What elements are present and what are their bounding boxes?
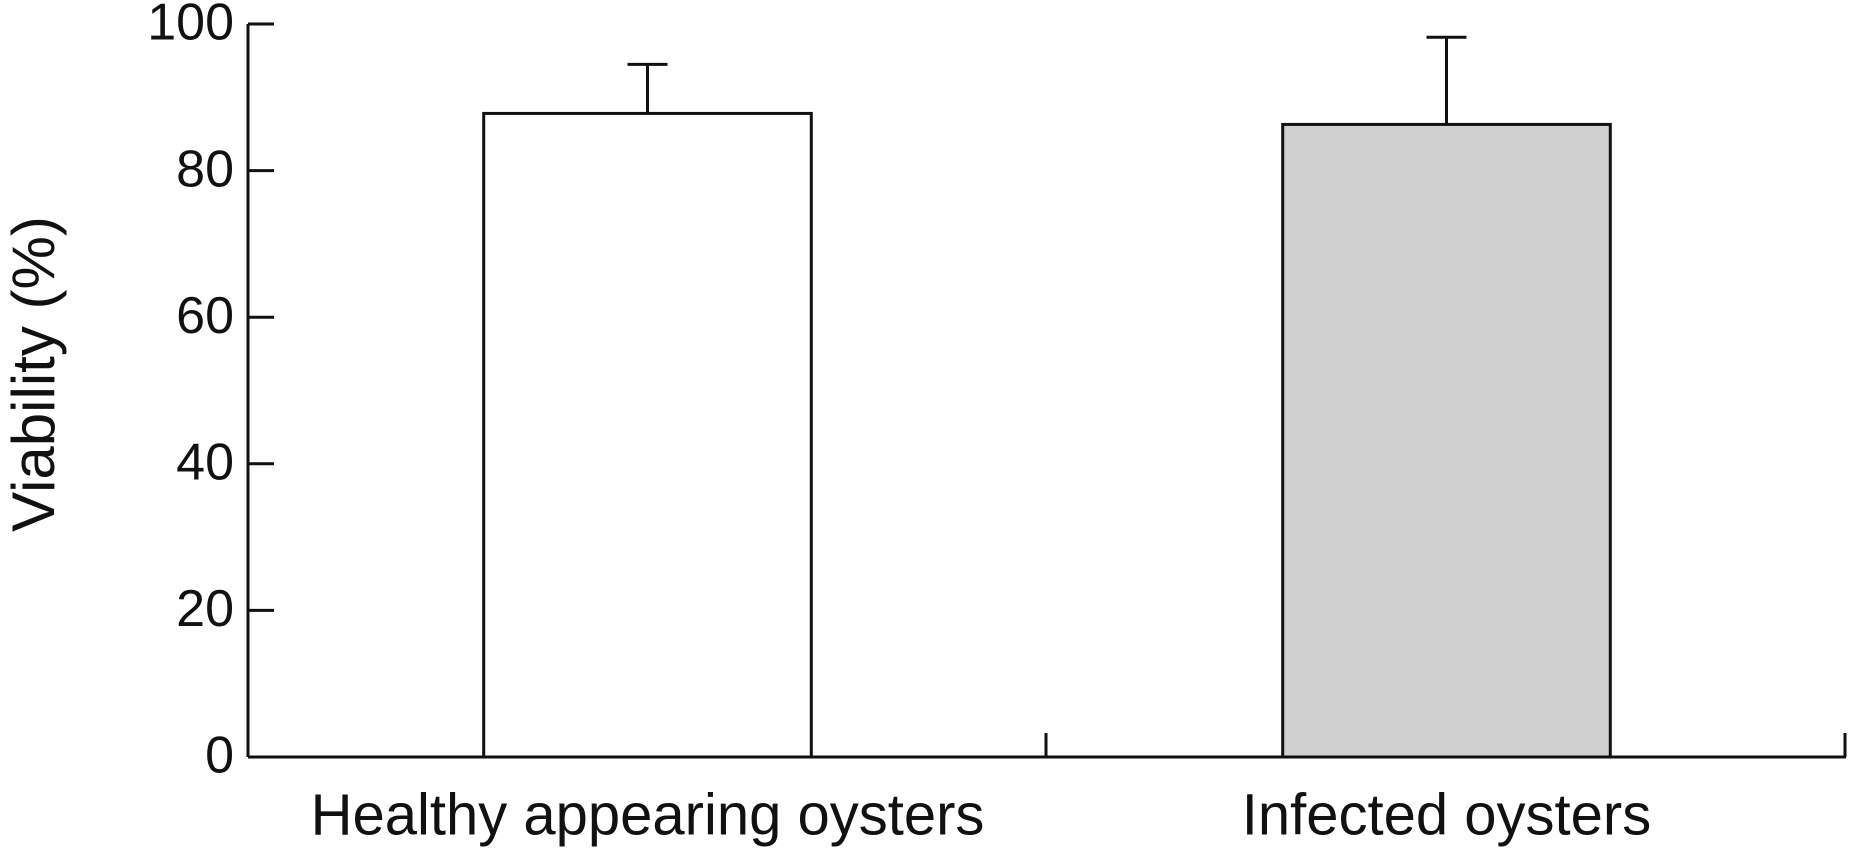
y-tick-label: 40 [176,434,234,492]
y-tick-label: 20 [176,580,234,638]
bar [1281,122,1612,759]
y-tick-label: 100 [147,0,234,52]
bar [482,111,813,759]
y-axis-label: Viability (%) [0,216,67,532]
x-tick-label: Healthy appearing oysters [311,782,985,847]
y-tick-label: 0 [205,727,234,785]
x-tick-label: Infected oysters [1242,782,1651,847]
y-tick-label: 80 [176,140,234,198]
y-tick-label: 60 [176,287,234,345]
